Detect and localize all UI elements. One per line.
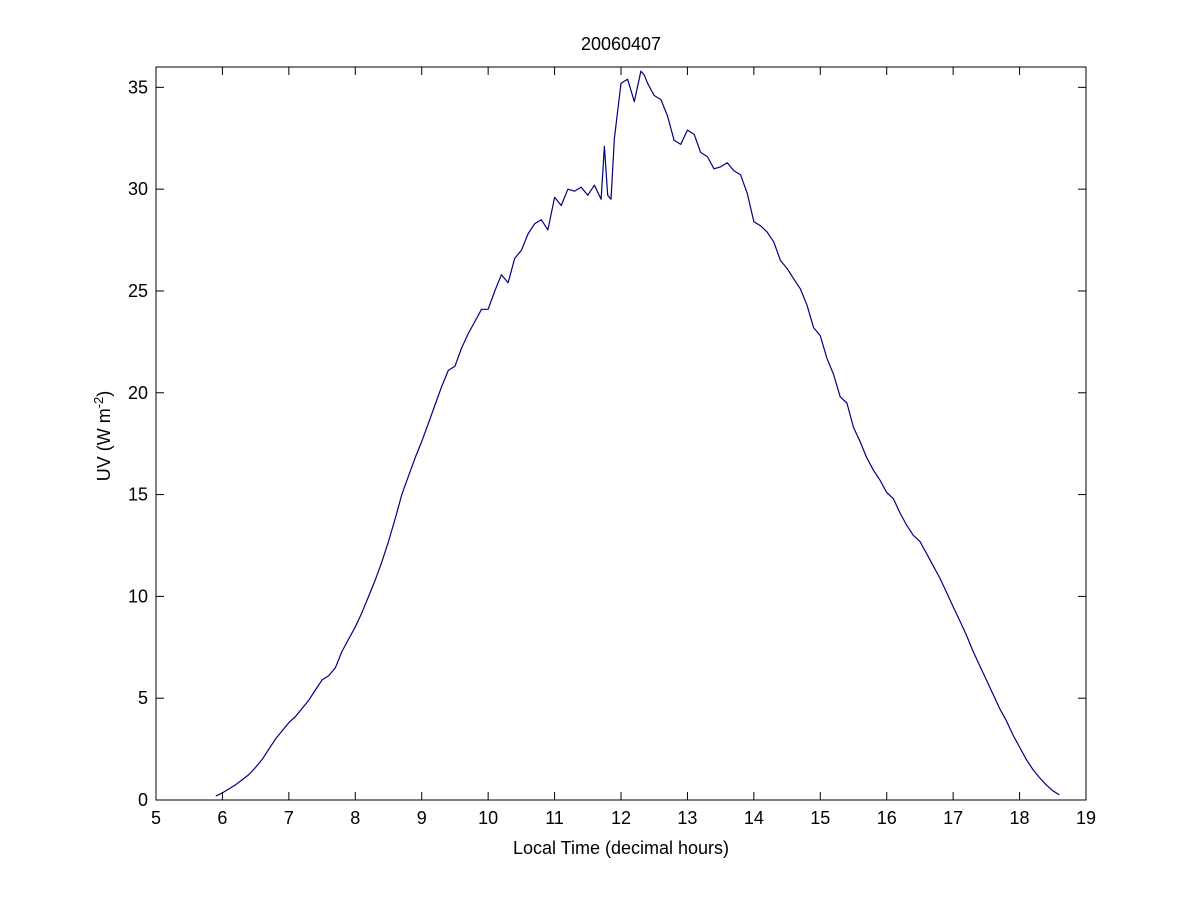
x-tick-label: 12 bbox=[611, 808, 631, 828]
x-tick-label: 10 bbox=[478, 808, 498, 828]
x-tick-label: 8 bbox=[350, 808, 360, 828]
y-axis-label: UV (W m-2) bbox=[91, 391, 115, 482]
axes-box bbox=[155, 66, 1087, 801]
x-tick-label: 7 bbox=[284, 808, 294, 828]
x-tick-label: 19 bbox=[1076, 808, 1096, 828]
plot-area bbox=[156, 67, 1086, 800]
y-tick-label: 5 bbox=[138, 688, 148, 708]
x-tick-label: 9 bbox=[417, 808, 427, 828]
y-tick-label: 35 bbox=[128, 77, 148, 97]
x-tick-label: 17 bbox=[943, 808, 963, 828]
series-layer bbox=[215, 70, 1060, 797]
y-tick-label: 25 bbox=[128, 281, 148, 301]
x-tick-label: 11 bbox=[545, 808, 564, 828]
x-tick-label: 13 bbox=[677, 808, 697, 828]
y-axis-label-main: UV (W m bbox=[94, 408, 114, 481]
y-tick-label: 10 bbox=[128, 586, 148, 606]
series-line-uv bbox=[215, 70, 1060, 797]
x-tick-label: 14 bbox=[744, 808, 764, 828]
x-tick-label: 16 bbox=[877, 808, 897, 828]
x-tick-label: 5 bbox=[151, 808, 161, 828]
x-tick-label: 6 bbox=[217, 808, 227, 828]
chart-title: 20060407 bbox=[581, 34, 661, 54]
y-axis-label-superscript: -2 bbox=[91, 397, 106, 409]
x-tick-label: 15 bbox=[810, 808, 830, 828]
x-tick-label: 18 bbox=[1010, 808, 1030, 828]
y-tick-label: 15 bbox=[128, 485, 148, 505]
y-axis-label-close: ) bbox=[94, 391, 114, 397]
x-axis-label: Local Time (decimal hours) bbox=[513, 838, 729, 858]
y-tick-label: 30 bbox=[128, 179, 148, 199]
y-tick-label: 20 bbox=[128, 383, 148, 403]
y-tick-label: 0 bbox=[138, 790, 148, 810]
